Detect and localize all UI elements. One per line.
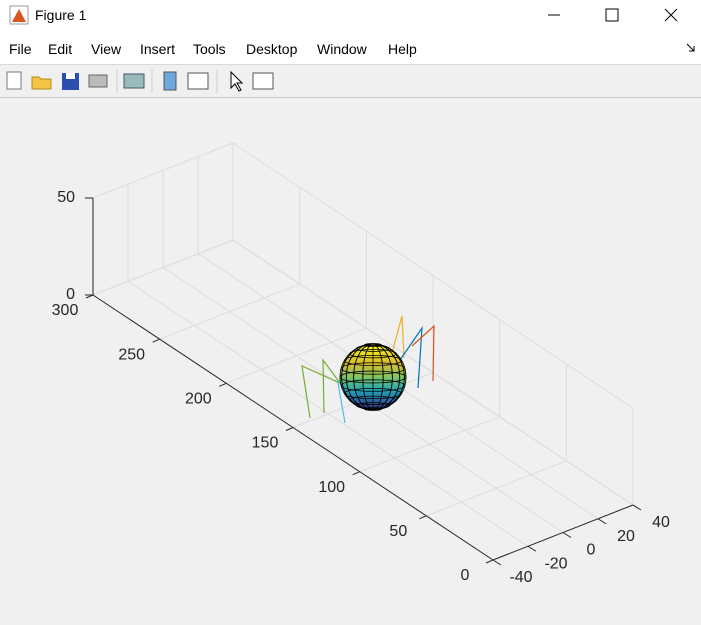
grid-line bbox=[92, 142, 234, 199]
title-bar-icons bbox=[9, 5, 678, 25]
tick-mark bbox=[492, 559, 502, 566]
sphere bbox=[339, 343, 407, 411]
grid-line bbox=[232, 142, 634, 409]
maximize-button[interactable] bbox=[605, 8, 619, 22]
grid-line bbox=[127, 280, 529, 547]
tick-mark bbox=[285, 427, 294, 431]
sphere-latitude bbox=[339, 370, 407, 384]
y-tick-label: 50 bbox=[389, 523, 407, 540]
sphere-latitude bbox=[340, 379, 406, 392]
x-tick-label: -40 bbox=[509, 569, 532, 586]
sphere-latitude bbox=[349, 395, 397, 405]
menu-item[interactable]: Insert bbox=[140, 41, 176, 57]
menu-item[interactable]: Desktop bbox=[246, 41, 298, 57]
tick-mark bbox=[352, 471, 360, 476]
y-tick-label: 300 bbox=[52, 302, 79, 319]
tick-mark bbox=[485, 559, 494, 564]
z-tick-label: 0 bbox=[66, 286, 75, 303]
tick-mark bbox=[632, 504, 642, 511]
menu-item[interactable]: Tools bbox=[193, 41, 226, 57]
grid-line bbox=[92, 239, 234, 296]
sphere-latitude bbox=[344, 354, 402, 367]
toolbar-icons bbox=[6, 70, 274, 93]
y-tick-label: 0 bbox=[461, 567, 470, 584]
sphere-latitude bbox=[340, 362, 406, 375]
axis-line bbox=[492, 504, 634, 561]
dock-arrow[interactable] bbox=[685, 42, 697, 54]
line-plot bbox=[391, 315, 405, 359]
menu-bar: File Edit View Insert Tools Desktop Wind… bbox=[0, 30, 701, 65]
line-plot bbox=[301, 358, 342, 419]
new-button[interactable] bbox=[6, 71, 22, 90]
menu-item[interactable]: Window bbox=[317, 41, 367, 57]
tick-mark bbox=[527, 545, 537, 552]
title-bar: Figure 1 bbox=[0, 0, 701, 30]
x-tick-label: 20 bbox=[617, 528, 635, 545]
y-tick-label: 100 bbox=[318, 479, 345, 496]
open-button[interactable] bbox=[31, 76, 52, 90]
tick-mark bbox=[597, 518, 607, 525]
menu-item[interactable]: Help bbox=[388, 41, 417, 57]
print-button[interactable] bbox=[88, 74, 108, 88]
sphere-meridian bbox=[341, 343, 405, 411]
sphere-mesh bbox=[339, 343, 407, 411]
tick-labels: 0 50 100 150 200 250 300 -40 -20 0 20 40 0 50 bbox=[52, 189, 670, 586]
sphere-latitude bbox=[349, 349, 397, 359]
x-tick-label: -20 bbox=[544, 555, 567, 572]
axis-line bbox=[92, 294, 494, 561]
z-tick-label: 50 bbox=[57, 189, 75, 206]
tick-mark bbox=[219, 382, 227, 387]
axes: 0 50 100 150 200 250 300 -40 -20 0 20 40 0 50 bbox=[52, 142, 670, 586]
tick-mark bbox=[419, 515, 427, 520]
toolbar bbox=[0, 65, 701, 98]
y-tick-label: 250 bbox=[118, 346, 145, 363]
x-tick-label: 0 bbox=[587, 542, 596, 559]
save-label bbox=[66, 73, 75, 79]
menu-item[interactable]: File bbox=[9, 41, 32, 57]
app-logo bbox=[12, 9, 26, 22]
menu-item[interactable]: Edit bbox=[48, 41, 73, 57]
property-button[interactable] bbox=[252, 72, 274, 90]
y-tick-label: 200 bbox=[185, 391, 212, 408]
tick-mark bbox=[562, 532, 572, 538]
tick-mark bbox=[152, 338, 160, 343]
close-button[interactable] bbox=[664, 8, 678, 22]
grid bbox=[85, 142, 642, 566]
line-plot bbox=[399, 325, 423, 389]
y-tick-label: 150 bbox=[252, 435, 279, 452]
colorbar-button[interactable] bbox=[163, 71, 177, 91]
pointer-button[interactable] bbox=[230, 70, 244, 92]
legend-button[interactable] bbox=[187, 72, 209, 90]
x-tick-label: 40 bbox=[652, 514, 670, 531]
link-button[interactable] bbox=[123, 73, 145, 89]
window-title: Figure 1 bbox=[35, 7, 87, 23]
line-plot bbox=[411, 324, 435, 382]
sphere-latitude bbox=[344, 387, 402, 400]
menu-item[interactable]: View bbox=[91, 41, 122, 57]
